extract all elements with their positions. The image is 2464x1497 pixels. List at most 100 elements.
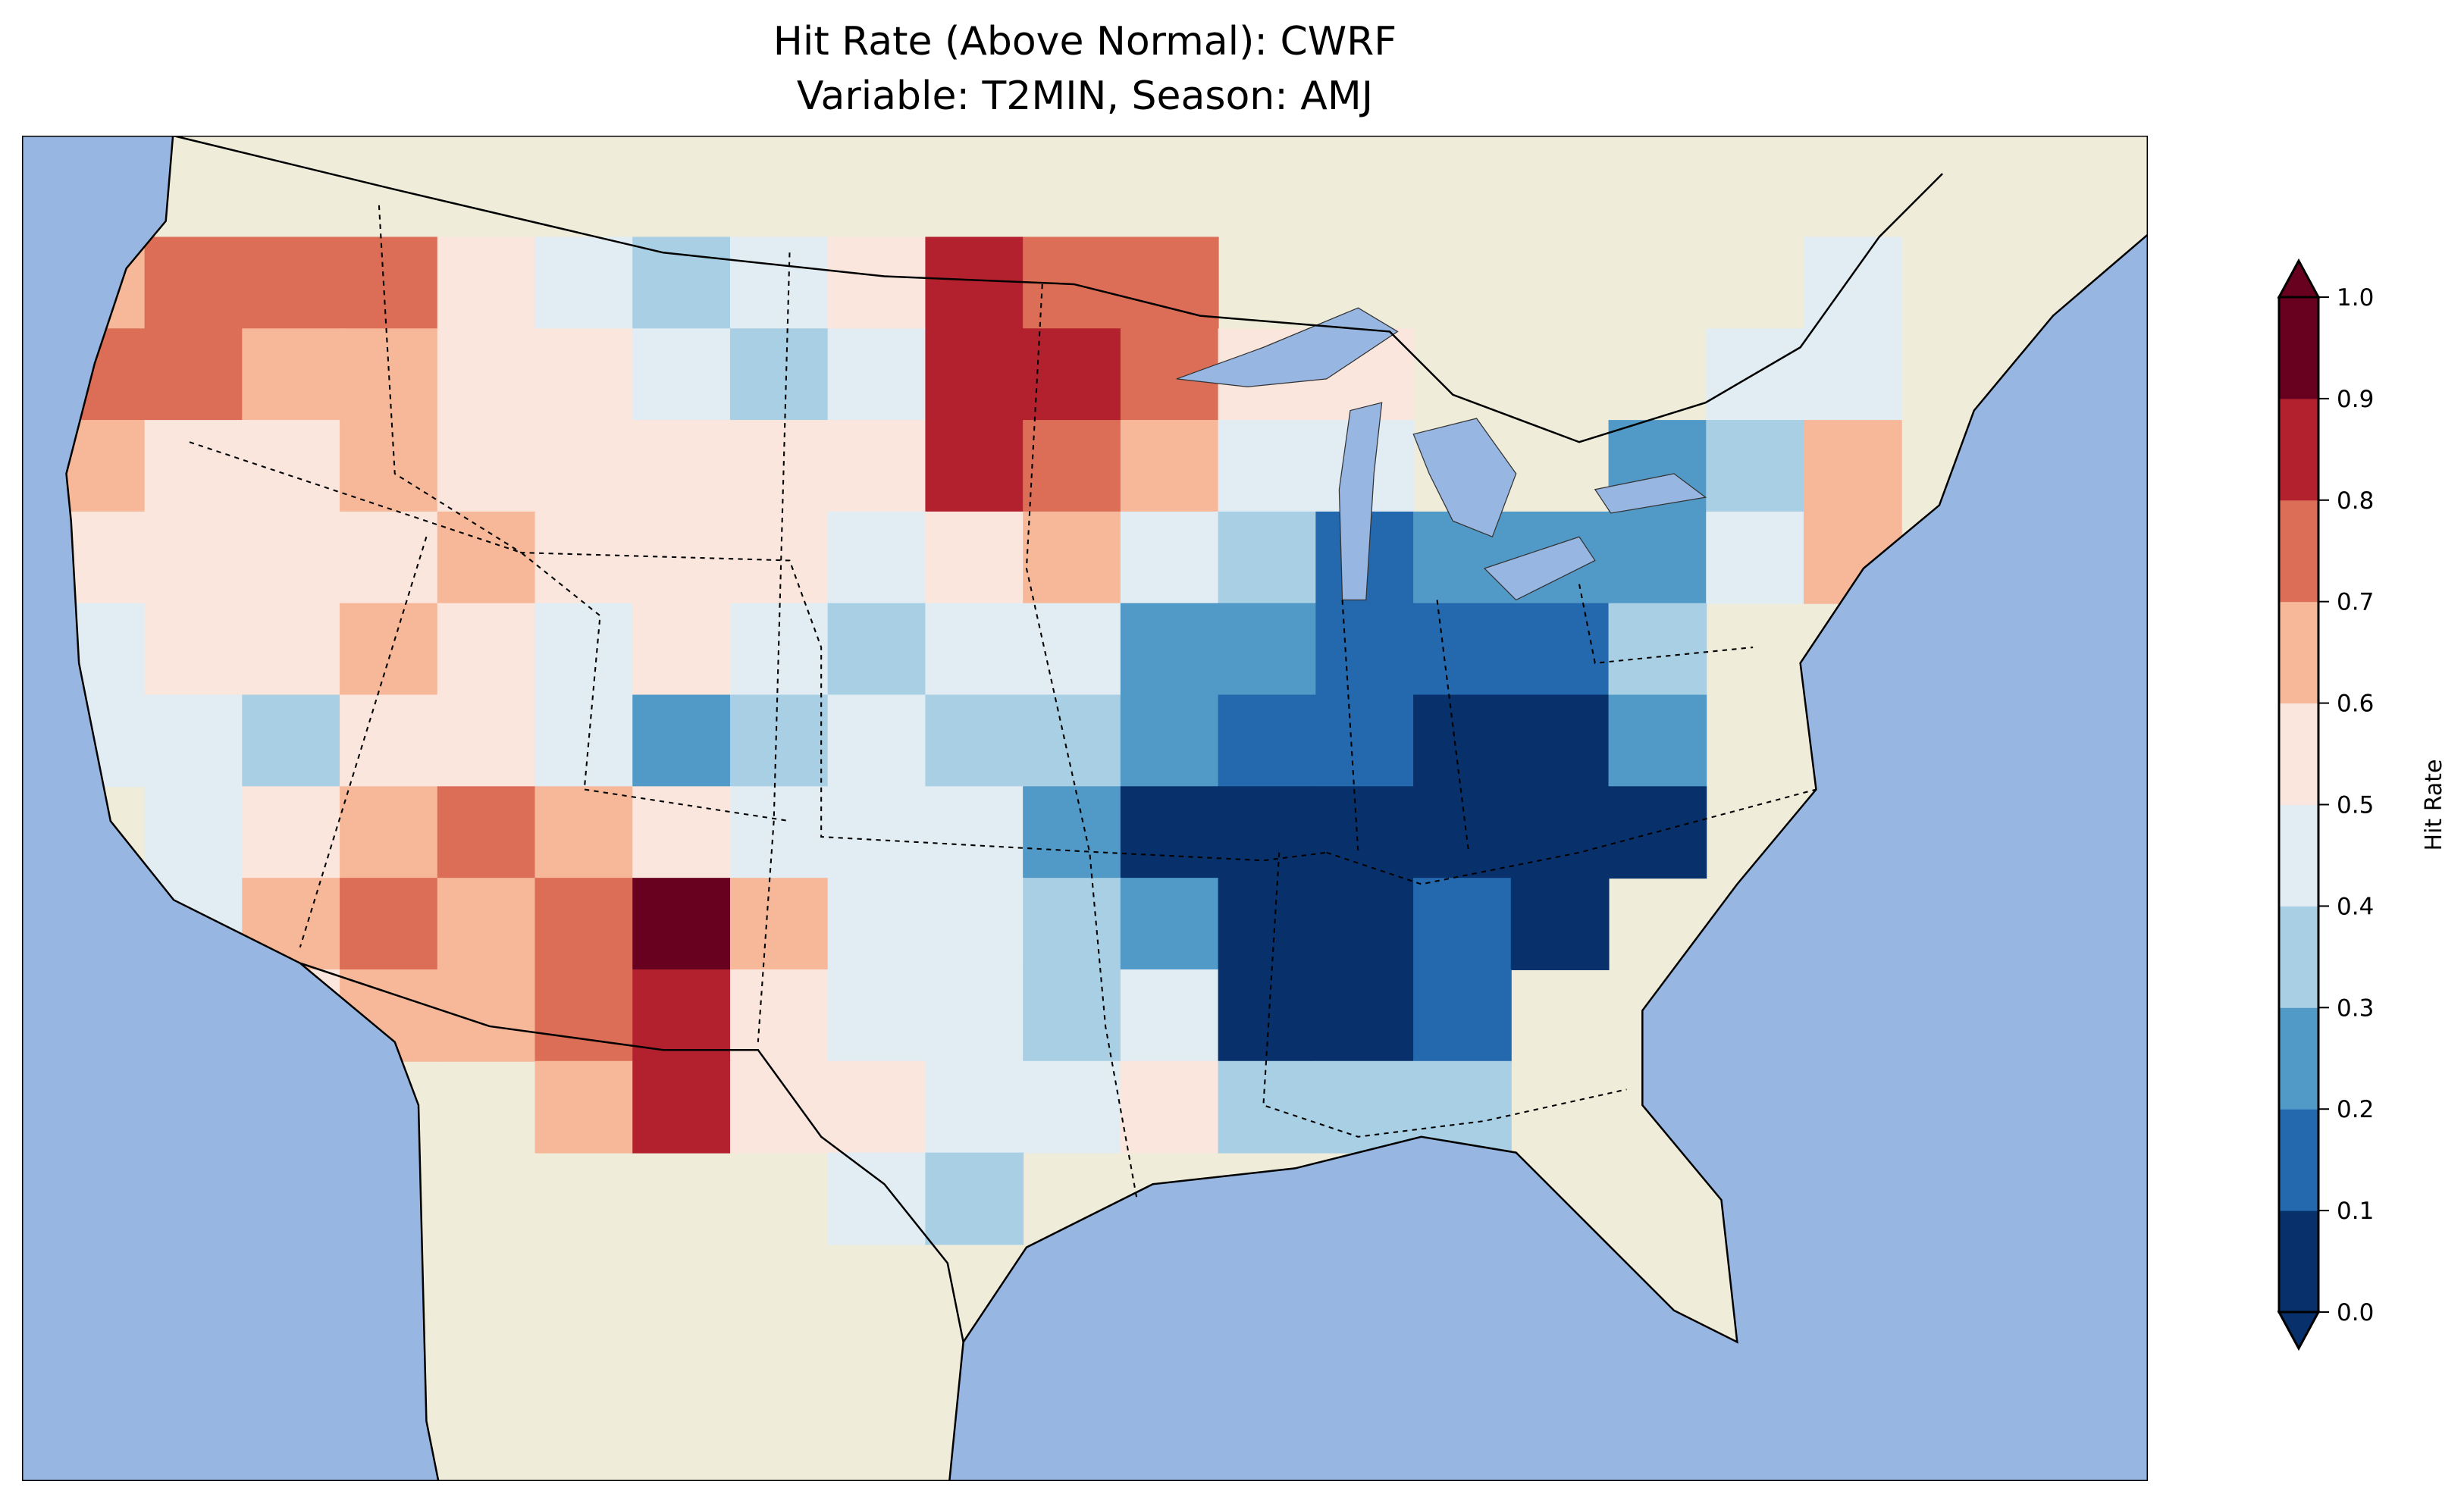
colorbar-tick-label: 0.8 (2337, 487, 2374, 515)
colorbar-tick-label: 0.5 (2337, 792, 2374, 819)
heatmap-cell (437, 969, 536, 1062)
heatmap-cell (632, 786, 731, 879)
heatmap-cell (827, 1060, 926, 1154)
heatmap-cell (827, 1152, 926, 1245)
heatmap-cell (242, 511, 341, 604)
heatmap-cell (1218, 694, 1317, 788)
heatmap-cell (1803, 328, 1902, 421)
heatmap-cell (827, 420, 926, 512)
heatmap-cell (632, 1060, 731, 1154)
heatmap-cell (1218, 603, 1317, 696)
colorbar-tick-label: 0.9 (2337, 386, 2374, 413)
heatmap-cell (144, 694, 243, 788)
heatmap-cell (632, 236, 731, 330)
heatmap-cell (925, 1152, 1024, 1245)
heatmap-cell (925, 694, 1024, 788)
heatmap-cell (340, 511, 438, 604)
chart-title-line2: Variable: T2MIN, Season: AMJ (797, 74, 1373, 119)
heatmap-cell (925, 236, 1024, 330)
heatmap-cell (1023, 878, 1121, 970)
colorbar-tick-label: 0.2 (2337, 1096, 2374, 1123)
heatmap-cell (925, 420, 1024, 512)
heatmap-cell (1023, 969, 1121, 1062)
heatmap-cell (1315, 878, 1415, 970)
heatmap-cell (1315, 786, 1415, 879)
heatmap-cell (1023, 420, 1121, 512)
heatmap-cell (1218, 786, 1317, 879)
heatmap-cell (534, 969, 634, 1062)
heatmap-cell (1706, 420, 1804, 512)
heatmap-cell (729, 236, 829, 330)
heatmap-cell (1120, 1060, 1219, 1154)
heatmap-cell (1608, 511, 1707, 604)
colorbar-tick-label: 0.4 (2337, 893, 2374, 920)
heatmap-cell (242, 236, 341, 330)
heatmap-cell (925, 878, 1024, 970)
heatmap-cell (340, 420, 438, 512)
heatmap-cell (534, 236, 634, 330)
heatmap-cell (729, 786, 829, 879)
heatmap-cell (925, 1060, 1024, 1154)
heatmap-cell (242, 420, 341, 512)
heatmap-cell (1803, 236, 1902, 330)
colorbar-extend-min (2277, 1311, 2321, 1351)
colorbar-tick-label: 1.0 (2337, 284, 2374, 312)
colorbar: 0.0 0.1 0.2 0.3 0.4 0.5 0.6 0.7 0.8 0.9 1.0 Hit Ra… (2277, 258, 2447, 1351)
colorbar-segment (2279, 398, 2318, 501)
heatmap-cell (242, 786, 341, 879)
heatmap-cell (1120, 420, 1219, 512)
colorbar-tick-label: 0.6 (2337, 691, 2374, 718)
heatmap-cell (340, 878, 438, 970)
heatmap-cell (1120, 603, 1219, 696)
heatmap-cell (144, 786, 243, 879)
heatmap-cell (827, 694, 926, 788)
heatmap-cell (1315, 603, 1415, 696)
heatmap-cell (1218, 420, 1317, 512)
heatmap-cell (925, 511, 1024, 604)
heatmap-cell (437, 511, 536, 604)
heatmap-cell (1120, 878, 1219, 970)
heatmap-cell (729, 420, 829, 512)
heatmap-cell (729, 878, 829, 970)
heatmap-cell (1510, 603, 1610, 696)
heatmap-cell (925, 328, 1024, 421)
heatmap-cell (144, 511, 243, 604)
heatmap-cell (1803, 420, 1902, 512)
heatmap-cell (437, 236, 536, 330)
heatmap-cell (1315, 969, 1415, 1062)
heatmap-cell (1120, 969, 1219, 1062)
heatmap-cell (144, 603, 243, 696)
heatmap-cell (827, 328, 926, 421)
heatmap-cell (1413, 603, 1512, 696)
heatmap-cell (1510, 878, 1610, 970)
heatmap-cell (340, 236, 438, 330)
heatmap-cell (729, 969, 829, 1062)
heatmap-cell (534, 420, 634, 512)
heatmap-cell (1023, 603, 1121, 696)
heatmap-cell (1120, 236, 1219, 330)
colorbar-segment (2279, 297, 2318, 399)
heatmap-cell (925, 969, 1024, 1062)
map-area (22, 136, 2148, 1481)
heatmap-cells (46, 236, 1902, 1337)
heatmap-cell (437, 878, 536, 970)
heatmap-cell (1120, 786, 1219, 879)
heatmap-cell (144, 420, 243, 512)
heatmap-cell (534, 511, 634, 604)
heatmap-cell (729, 328, 829, 421)
colorbar-segment (2279, 601, 2318, 704)
heatmap-cell (632, 420, 731, 512)
heatmap-cell (632, 328, 731, 421)
heatmap-cell (729, 694, 829, 788)
heatmap-cell (1413, 694, 1512, 788)
heatmap-cell (729, 1060, 829, 1154)
heatmap-cell (242, 694, 341, 788)
heatmap-cell (1413, 878, 1512, 970)
colorbar-segment (2279, 1109, 2318, 1211)
pacific-ocean (22, 136, 440, 1481)
heatmap-cell (1608, 603, 1707, 696)
heatmap-cell (1510, 694, 1610, 788)
heatmap-cell (144, 328, 243, 421)
heatmap-cell (437, 328, 536, 421)
